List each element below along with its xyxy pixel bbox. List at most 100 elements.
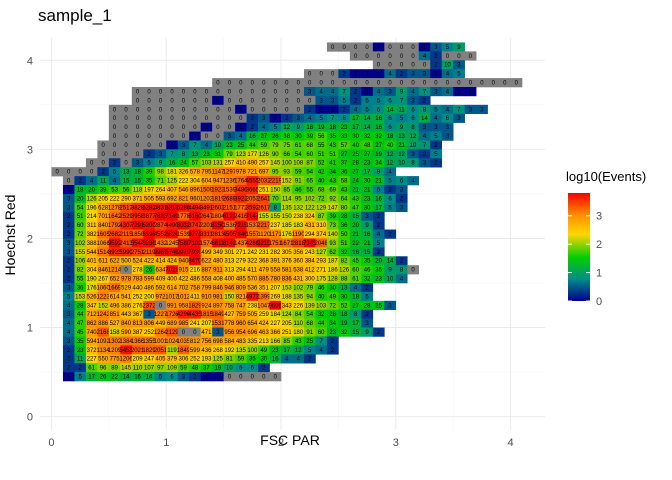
heatmap-cell — [108, 309, 121, 319]
cell-count-label: 526 — [87, 294, 98, 300]
cell-count-label: 740 — [87, 330, 98, 336]
heatmap-cell — [235, 176, 247, 186]
cell-count-label: 1671 — [280, 241, 294, 247]
cell-count-label: 41 — [329, 161, 336, 167]
heatmap-cell — [97, 211, 110, 221]
heatmap-cell — [131, 265, 144, 275]
heatmap-cell — [269, 78, 282, 88]
cell-count-label: 2372 — [142, 303, 156, 309]
heatmap-cell — [108, 238, 121, 248]
cell-count-label: 68 — [318, 187, 325, 193]
cell-count-label: 0 — [285, 107, 289, 113]
heatmap-cell — [441, 69, 454, 79]
heatmap-cell — [131, 211, 144, 221]
heatmap-cell — [281, 229, 293, 239]
heatmap-cell — [200, 336, 213, 346]
heatmap-cell — [315, 185, 328, 195]
cell-count-label: 887 — [201, 268, 212, 274]
heatmap-cell — [372, 265, 385, 275]
heatmap-cell — [223, 113, 236, 123]
heatmap-cell — [281, 291, 293, 302]
heatmap-cell — [315, 176, 328, 186]
cell-count-label: 558 — [270, 268, 281, 274]
heatmap-cell — [384, 193, 397, 204]
cell-count-label: 135 — [236, 348, 247, 354]
cell-count-label: 0 — [147, 125, 151, 131]
heatmap-cell — [338, 185, 351, 195]
heatmap-cell — [189, 283, 201, 293]
cell-count-label: 5 — [388, 179, 392, 185]
cell-count-label: 0 — [262, 375, 266, 381]
heatmap-cell — [303, 167, 316, 177]
cell-count-label: 1012 — [177, 294, 191, 300]
heatmap-cell — [269, 113, 282, 123]
cell-count-label: 237 — [270, 223, 281, 229]
heatmap-cell — [281, 300, 293, 311]
cell-count-label: 1245 — [165, 241, 179, 247]
cell-count-label: 721 — [247, 170, 258, 176]
cell-count-label: 65 — [306, 179, 313, 185]
heatmap-cell — [223, 274, 236, 284]
cell-count-label: 32 — [364, 277, 371, 283]
heatmap-cell — [74, 336, 87, 346]
heatmap-cell — [177, 274, 190, 284]
heatmap-cell — [131, 131, 144, 141]
cell-count-label: 1726 — [165, 312, 179, 318]
heatmap-cell — [303, 327, 316, 337]
heatmap-cell — [361, 265, 374, 275]
cell-count-label: 4 — [354, 285, 358, 291]
heatmap-cell — [154, 363, 167, 373]
cell-count-label: 5 — [377, 187, 381, 193]
cell-count-label: 991 — [167, 303, 178, 309]
cell-count-label: 0 — [124, 161, 128, 167]
heatmap-cell — [235, 193, 247, 204]
heatmap-cell — [97, 185, 110, 195]
heatmap-cell — [62, 193, 75, 204]
heatmap-cell — [131, 220, 144, 230]
cell-count-label: 0 — [193, 89, 197, 95]
cell-count-label: 0 — [124, 125, 128, 131]
cell-count-label: 599 — [190, 348, 201, 354]
heatmap-cell — [372, 176, 385, 186]
y-tick-label: 1 — [27, 323, 33, 335]
heatmap-cell — [154, 274, 167, 284]
cell-count-label: 1437 — [234, 241, 248, 247]
cell-count-label: 269 — [270, 294, 281, 300]
heatmap-cell — [395, 265, 408, 275]
heatmap-cell — [97, 372, 110, 382]
cell-count-label: 0 — [170, 125, 174, 131]
cell-count-label: 27 — [352, 170, 359, 176]
heatmap-cell — [292, 167, 305, 177]
heatmap-cell — [361, 149, 374, 159]
heatmap-cell — [281, 95, 293, 106]
cell-count-label: 193 — [201, 357, 212, 363]
heatmap-cell — [258, 327, 270, 337]
cell-count-label: 61 — [295, 143, 302, 149]
heatmap-cell — [143, 176, 156, 186]
cell-count-label: 910 — [201, 294, 212, 300]
cell-count-label: 1 — [457, 89, 461, 95]
heatmap-cell — [269, 247, 282, 257]
heatmap-cell — [177, 211, 190, 221]
heatmap-cell — [189, 318, 201, 328]
heatmap-cell — [74, 327, 87, 337]
heatmap-cell — [177, 345, 190, 355]
cell-count-label: 57 — [341, 143, 348, 149]
cell-count-label: 0 — [159, 134, 163, 140]
cell-count-label: 73 — [329, 223, 336, 229]
cell-count-label: 622 — [201, 259, 212, 265]
cell-count-label: 4 — [423, 54, 427, 60]
heatmap-cell — [131, 354, 144, 364]
heatmap-cell — [177, 372, 190, 382]
heatmap-cell — [131, 167, 144, 177]
cell-count-label: 0 — [124, 134, 128, 140]
heatmap-cell — [326, 122, 339, 132]
cell-count-label: 1 — [423, 45, 427, 51]
cell-count-label: 0 — [320, 72, 324, 78]
cell-count-label: 6 — [388, 125, 392, 131]
cell-count-label: 326 — [178, 170, 189, 176]
cell-count-label: 106 — [75, 259, 86, 265]
heatmap-cell — [326, 167, 339, 177]
cell-count-label: 45 — [352, 259, 359, 265]
heatmap-cell — [108, 211, 121, 221]
